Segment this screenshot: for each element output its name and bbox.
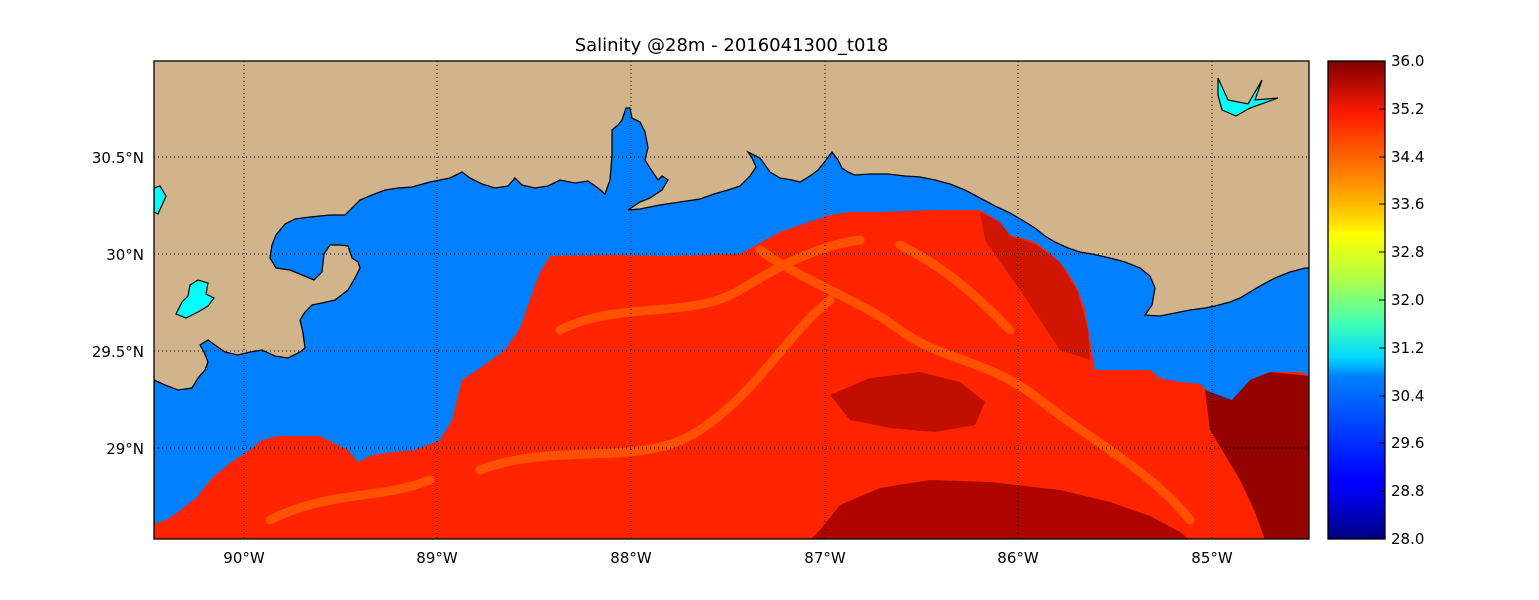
colorbar-label: 35.2	[1391, 100, 1424, 118]
salinity-field	[154, 210, 1309, 539]
map-title: Salinity @28m - 2016041300_t018	[574, 35, 889, 56]
colorbar-label: 28.8	[1391, 482, 1424, 500]
lon-labels: 90°W 89°W 88°W 87°W 86°W 85°W	[223, 549, 1233, 567]
salinity-fronts	[265, 235, 1195, 525]
lon-label-88w: 88°W	[610, 549, 652, 567]
colorbar-label: 32.8	[1391, 243, 1424, 261]
map-frame	[153, 60, 1310, 540]
lon-label-89w: 89°W	[416, 549, 458, 567]
lat-label-30n: 30°N	[106, 246, 144, 264]
graticule	[154, 61, 1309, 539]
lake-salvador	[175, 279, 215, 319]
colorbar-label: 33.6	[1391, 195, 1424, 213]
colorbar-label: 29.6	[1391, 434, 1424, 452]
colorbar-label: 31.2	[1391, 339, 1424, 357]
lat-label-30-5n: 30.5°N	[92, 149, 144, 167]
high-salinity-north	[980, 212, 1090, 360]
lake-west	[154, 185, 167, 215]
lon-label-85w: 85°W	[1191, 549, 1233, 567]
colorbar-label: 28.0	[1391, 530, 1424, 548]
lon-label-87w: 87°W	[804, 549, 846, 567]
lat-label-29-5n: 29.5°N	[92, 343, 144, 361]
lat-label-29n: 29°N	[106, 440, 144, 458]
high-salinity-south	[811, 480, 1189, 539]
lon-label-90w: 90°W	[223, 549, 265, 567]
lake-east	[1217, 77, 1279, 117]
high-salinity-center	[830, 372, 985, 432]
lon-label-86w: 86°W	[997, 549, 1039, 567]
colorbar-label: 36.0	[1391, 52, 1424, 70]
colorbar-label: 32.0	[1391, 291, 1424, 309]
colorbar	[1327, 60, 1386, 540]
lat-labels: 30.5°N 30°N 29.5°N 29°N	[92, 149, 144, 458]
high-salinity-east	[1205, 372, 1309, 539]
colorbar-ticks	[1379, 60, 1385, 492]
colorbar-labels: 36.0 35.2 34.4 33.6 32.8 32.0 31.2 30.4 …	[1391, 52, 1424, 548]
colorbar-label: 34.4	[1391, 148, 1424, 166]
colorbar-label: 30.4	[1391, 387, 1424, 405]
